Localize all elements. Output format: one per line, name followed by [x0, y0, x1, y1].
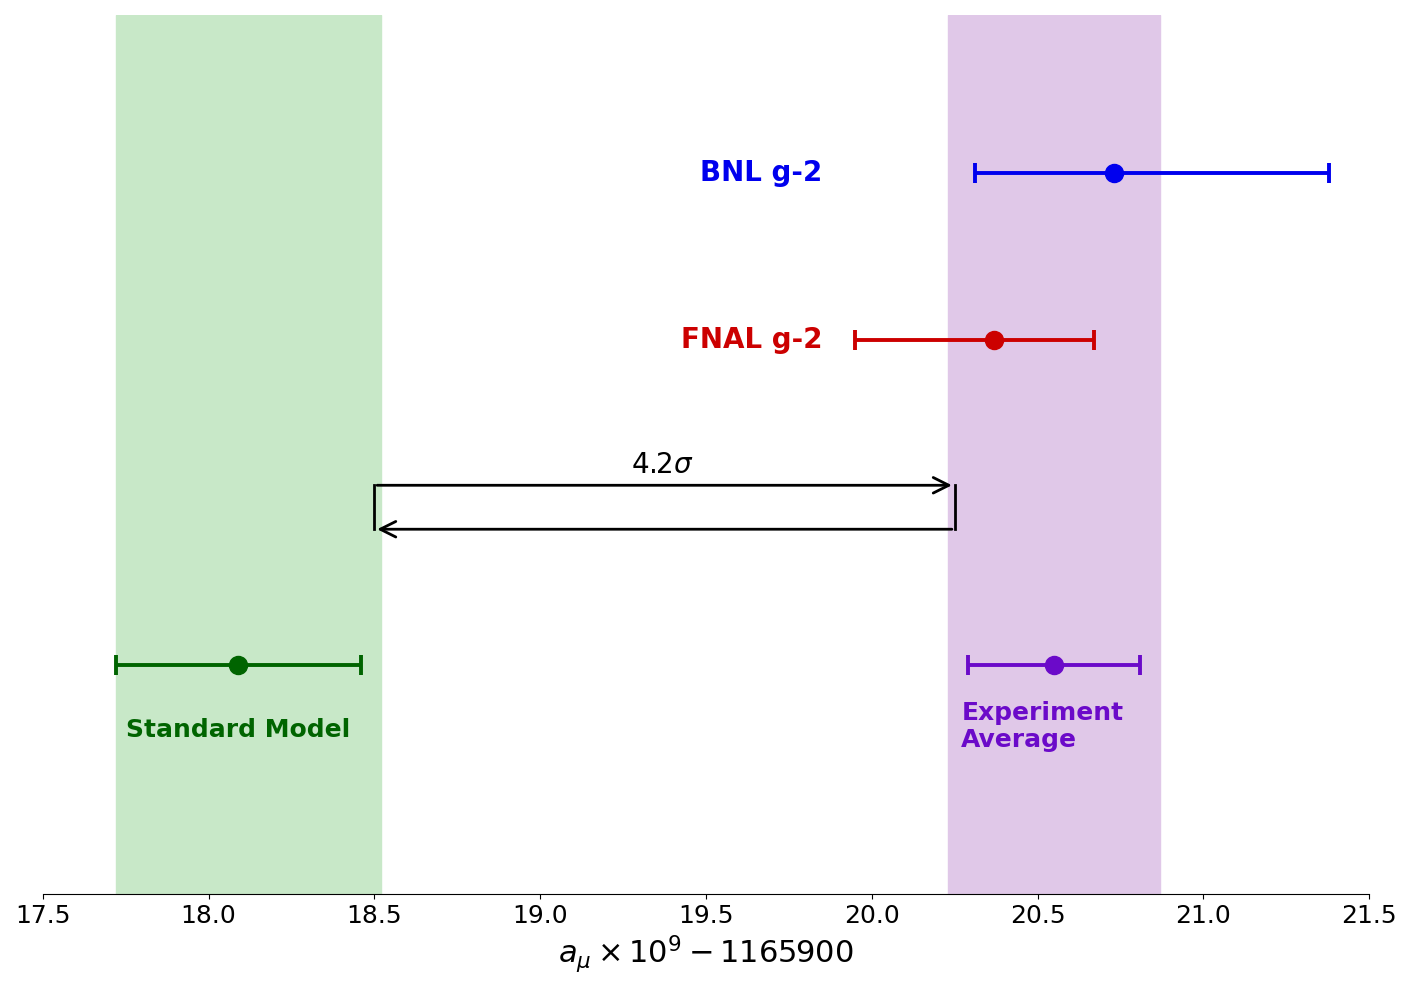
Text: Standard Model: Standard Model [126, 718, 350, 742]
Text: 4.2$\sigma$: 4.2$\sigma$ [631, 451, 695, 479]
Text: FNAL g-2: FNAL g-2 [681, 326, 822, 354]
X-axis label: $a_{\mu} \times 10^{9} - 1165900$: $a_{\mu} \times 10^{9} - 1165900$ [558, 934, 854, 974]
Text: Experiment
Average: Experiment Average [962, 700, 1124, 753]
Bar [947, 15, 1161, 894]
Text: BNL g-2: BNL g-2 [700, 159, 822, 187]
Bar [116, 15, 381, 894]
